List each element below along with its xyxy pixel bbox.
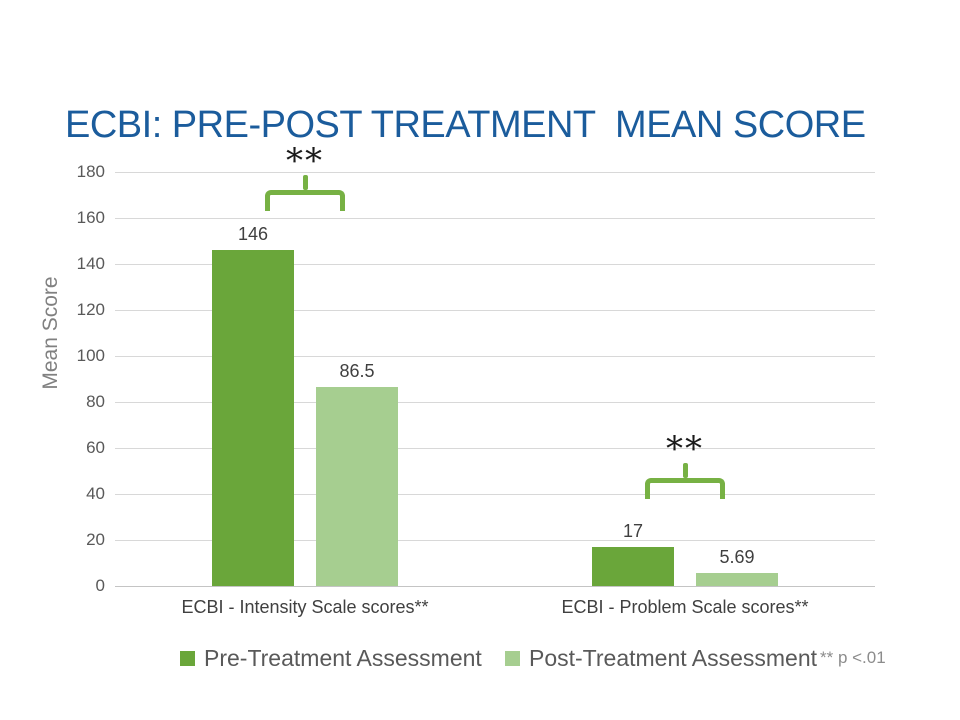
category-label: ECBI - Problem Scale scores** (561, 597, 809, 617)
gridline (115, 263, 875, 265)
gridline (115, 585, 875, 587)
gridline (115, 401, 875, 403)
y-tick-label: 80 (86, 392, 105, 411)
legend-label: Post-Treatment Assessment (529, 645, 818, 671)
bar (696, 572, 778, 586)
gridline (115, 217, 875, 219)
bar (592, 546, 674, 586)
significance-text: ** (286, 141, 324, 182)
legend-label: Pre-Treatment Assessment (204, 645, 482, 671)
bar-value-label: 146 (237, 224, 269, 245)
chart-title: ECBI: PRE-POST TREATMENT MEAN SCORE (65, 104, 866, 147)
legend: Pre-Treatment Assessment Post-Treatment A… (0, 643, 960, 677)
gridline (115, 171, 875, 173)
y-tick-label: 100 (76, 346, 105, 365)
bar-value-label: 17 (622, 520, 644, 541)
bar-value-label: 5.69 (719, 546, 755, 567)
y-tick-label: 140 (76, 254, 105, 273)
gridline (115, 539, 875, 541)
bar-value-label: 86.5 (339, 361, 375, 382)
y-tick-label: 20 (86, 530, 105, 549)
significance-bracket (645, 477, 725, 499)
y-tick-label: 180 (76, 162, 105, 181)
plot-area: 0 20 40 60 80 100 120 140 160 180 146 86.5 ECBI - In… (77, 144, 875, 617)
legend-item: Post-Treatment Assessment (505, 643, 817, 673)
y-tick-label: 120 (76, 300, 105, 319)
gridline (115, 493, 875, 495)
significance-bracket (265, 190, 345, 212)
significance-stem (682, 462, 688, 478)
category-label: ECBI - Intensity Scale scores** (181, 597, 429, 617)
y-tick-label: 160 (76, 208, 105, 227)
footnote: ** p <.01 (820, 648, 886, 667)
y-tick-label: 0 (95, 576, 105, 595)
gridline (115, 309, 875, 311)
bar (316, 387, 398, 586)
y-tick-label: 60 (86, 438, 105, 457)
significance-text: ** (666, 428, 704, 469)
legend-item: Pre-Treatment Assessment (180, 643, 482, 673)
legend-swatch (505, 650, 520, 666)
gridline (115, 355, 875, 357)
bar (212, 250, 294, 586)
significance-stem (302, 175, 308, 191)
y-tick-label: 40 (86, 484, 105, 503)
legend-swatch (180, 650, 195, 666)
gridline (115, 447, 875, 449)
